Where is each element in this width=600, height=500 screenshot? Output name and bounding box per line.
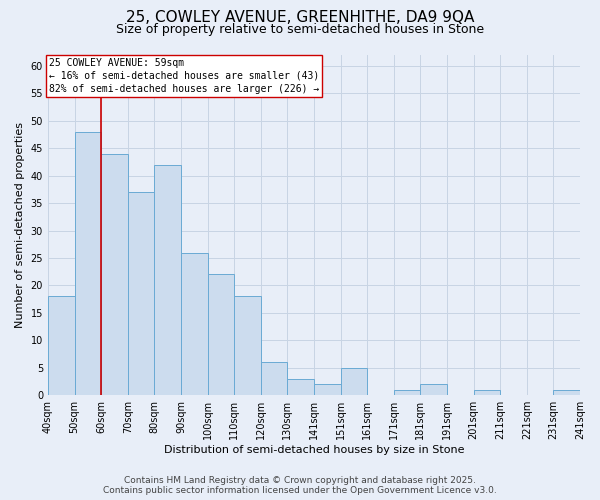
Bar (261, 362, 287, 395)
X-axis label: Distribution of semi-detached houses by size in Stone: Distribution of semi-detached houses by … (164, 445, 464, 455)
Bar (181, 252, 208, 395)
Bar (154, 164, 181, 395)
Bar (341, 368, 367, 395)
Y-axis label: Number of semi-detached properties: Number of semi-detached properties (15, 122, 25, 328)
Bar (473, 390, 500, 395)
Bar (421, 384, 447, 395)
Bar (553, 390, 580, 395)
Bar (101, 154, 128, 395)
Bar (287, 378, 314, 395)
Text: 25, COWLEY AVENUE, GREENHITHE, DA9 9QA: 25, COWLEY AVENUE, GREENHITHE, DA9 9QA (126, 10, 474, 25)
Bar (208, 274, 234, 395)
Bar (314, 384, 341, 395)
Bar (128, 192, 154, 395)
Bar (234, 296, 261, 395)
Text: Contains HM Land Registry data © Crown copyright and database right 2025.
Contai: Contains HM Land Registry data © Crown c… (103, 476, 497, 495)
Bar (48, 296, 74, 395)
Bar (394, 390, 421, 395)
Text: 25 COWLEY AVENUE: 59sqm
← 16% of semi-detached houses are smaller (43)
82% of se: 25 COWLEY AVENUE: 59sqm ← 16% of semi-de… (49, 58, 319, 94)
Bar (74, 132, 101, 395)
Text: Size of property relative to semi-detached houses in Stone: Size of property relative to semi-detach… (116, 22, 484, 36)
